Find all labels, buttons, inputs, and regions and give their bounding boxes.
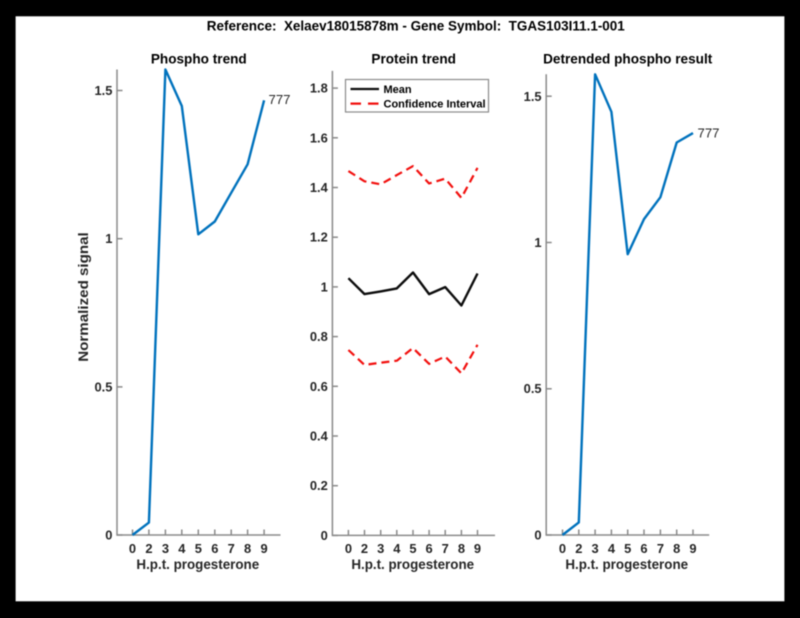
svg-text:1: 1 xyxy=(321,279,328,294)
svg-text:8: 8 xyxy=(244,541,251,556)
svg-text:0.6: 0.6 xyxy=(310,379,328,394)
svg-text:1.8: 1.8 xyxy=(310,81,328,96)
svg-text:7: 7 xyxy=(442,541,449,556)
svg-text:4: 4 xyxy=(608,541,616,556)
svg-text:H.p.t. progesterone: H.p.t. progesterone xyxy=(565,557,688,572)
svg-text:0: 0 xyxy=(345,541,352,556)
svg-text:0: 0 xyxy=(105,528,112,543)
svg-text:1.6: 1.6 xyxy=(310,130,328,145)
svg-text:Confidence Interval: Confidence Interval xyxy=(384,99,486,111)
svg-text:0.8: 0.8 xyxy=(310,329,328,344)
svg-text:H.p.t. progesterone: H.p.t. progesterone xyxy=(136,557,259,572)
svg-text:1.4: 1.4 xyxy=(310,180,329,195)
svg-text:5: 5 xyxy=(195,541,202,556)
svg-text:1.2: 1.2 xyxy=(310,230,328,245)
svg-text:0: 0 xyxy=(321,528,328,543)
svg-text:2: 2 xyxy=(361,541,368,556)
svg-text:2: 2 xyxy=(145,541,152,556)
svg-text:3: 3 xyxy=(377,541,384,556)
svg-text:0.2: 0.2 xyxy=(310,478,328,493)
svg-text:6: 6 xyxy=(426,541,433,556)
svg-text:Detrended phospho result: Detrended phospho result xyxy=(543,52,713,67)
svg-text:H.p.t. progesterone: H.p.t. progesterone xyxy=(351,557,474,572)
svg-text:6: 6 xyxy=(640,541,647,556)
svg-text:0.5: 0.5 xyxy=(94,379,112,394)
svg-text:1: 1 xyxy=(534,235,541,250)
svg-text:5: 5 xyxy=(409,541,416,556)
svg-text:0: 0 xyxy=(129,541,136,556)
svg-text:9: 9 xyxy=(474,541,481,556)
svg-text:0.4: 0.4 xyxy=(310,429,329,444)
svg-text:Phospho trend: Phospho trend xyxy=(151,52,247,67)
svg-text:7: 7 xyxy=(228,541,235,556)
svg-text:6: 6 xyxy=(211,541,218,556)
svg-text:0: 0 xyxy=(559,541,566,556)
svg-text:0: 0 xyxy=(534,528,541,543)
svg-text:777: 777 xyxy=(698,125,720,140)
svg-text:4: 4 xyxy=(178,541,186,556)
svg-text:9: 9 xyxy=(261,541,268,556)
svg-text:0.5: 0.5 xyxy=(524,381,542,396)
svg-text:3: 3 xyxy=(162,541,169,556)
svg-text:Reference: Xelaev18015878m -: Reference: Xelaev18015878m - Gene Symbol… xyxy=(207,17,625,33)
svg-text:Normalized signal: Normalized signal xyxy=(76,232,91,362)
svg-text:8: 8 xyxy=(673,541,680,556)
svg-text:8: 8 xyxy=(458,541,465,556)
svg-text:Mean: Mean xyxy=(384,84,412,96)
svg-text:7: 7 xyxy=(657,541,664,556)
svg-text:1: 1 xyxy=(105,231,112,246)
svg-text:9: 9 xyxy=(689,541,696,556)
svg-text:777: 777 xyxy=(269,92,291,107)
svg-text:1.5: 1.5 xyxy=(94,83,112,98)
svg-text:5: 5 xyxy=(624,541,631,556)
svg-text:Protein trend: Protein trend xyxy=(371,52,456,67)
svg-text:4: 4 xyxy=(393,541,401,556)
svg-text:2: 2 xyxy=(575,541,582,556)
svg-text:1.5: 1.5 xyxy=(524,89,542,104)
svg-text:3: 3 xyxy=(592,541,599,556)
